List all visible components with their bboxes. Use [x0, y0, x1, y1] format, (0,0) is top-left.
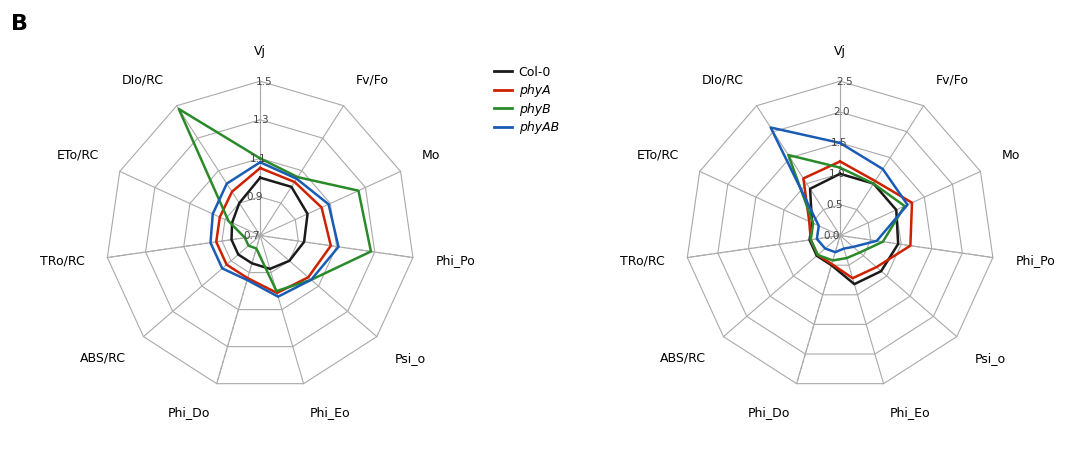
Text: Phi_Po: Phi_Po — [1016, 254, 1056, 267]
Text: 1.5: 1.5 — [256, 77, 272, 87]
Text: 1.1: 1.1 — [249, 154, 267, 164]
Text: Mo: Mo — [422, 149, 440, 162]
Text: 1.0: 1.0 — [828, 169, 846, 179]
Text: ABS/RC: ABS/RC — [660, 352, 706, 365]
Text: Phi_Eo: Phi_Eo — [890, 406, 931, 419]
Text: Vj: Vj — [834, 45, 847, 58]
Text: 0.7: 0.7 — [244, 231, 260, 241]
Text: ABS/RC: ABS/RC — [80, 352, 126, 365]
Text: ETo/RC: ETo/RC — [636, 149, 679, 162]
Text: 2.5: 2.5 — [836, 77, 852, 87]
Text: 0.9: 0.9 — [247, 192, 263, 202]
Text: B: B — [11, 14, 28, 34]
Text: Vj: Vj — [254, 45, 267, 58]
Text: 0.5: 0.5 — [826, 200, 842, 210]
Text: Phi_Do: Phi_Do — [168, 406, 210, 419]
Text: Psi_o: Psi_o — [395, 352, 425, 365]
Text: 1.5: 1.5 — [830, 138, 848, 148]
Text: Fv/Fo: Fv/Fo — [357, 73, 389, 86]
Text: Phi_Do: Phi_Do — [748, 406, 790, 419]
Text: ETo/RC: ETo/RC — [56, 149, 99, 162]
Text: TRo/RC: TRo/RC — [620, 254, 664, 267]
Text: 1.3: 1.3 — [253, 115, 270, 125]
Text: Phi_Po: Phi_Po — [436, 254, 476, 267]
Legend: Col-0, phyA, phyB, phyAB: Col-0, phyA, phyB, phyAB — [489, 61, 564, 140]
Text: Mo: Mo — [1002, 149, 1020, 162]
Text: Fv/Fo: Fv/Fo — [937, 73, 969, 86]
Text: TRo/RC: TRo/RC — [40, 254, 85, 267]
Text: 2.0: 2.0 — [834, 107, 850, 117]
Text: Psi_o: Psi_o — [975, 352, 1005, 365]
Text: DIo/RC: DIo/RC — [122, 73, 164, 86]
Text: 0.0: 0.0 — [824, 231, 840, 241]
Text: Phi_Eo: Phi_Eo — [310, 406, 351, 419]
Text: DIo/RC: DIo/RC — [702, 73, 744, 86]
